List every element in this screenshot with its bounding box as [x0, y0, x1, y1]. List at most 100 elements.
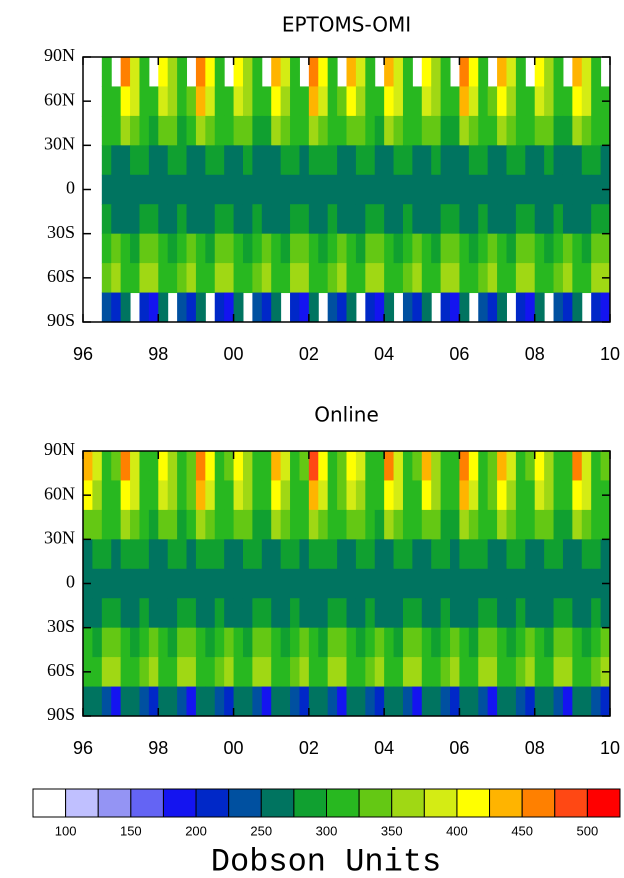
cell [402, 115, 413, 146]
cell [402, 86, 413, 117]
cell [402, 686, 413, 717]
cell [252, 86, 263, 117]
cell [468, 451, 479, 481]
cell [421, 145, 432, 176]
cell [214, 451, 225, 481]
cell [195, 263, 206, 294]
cell [506, 568, 517, 599]
cell [440, 233, 451, 264]
cell [290, 686, 300, 717]
cell [440, 539, 451, 570]
cell [242, 627, 253, 658]
cell [271, 568, 282, 599]
cell [233, 174, 244, 205]
cell [299, 686, 310, 717]
cell [261, 657, 272, 688]
cell [431, 627, 442, 658]
cell [299, 174, 310, 205]
cell [83, 686, 93, 717]
cell [271, 627, 282, 658]
cell [186, 451, 197, 481]
cell [327, 115, 338, 146]
cell [365, 627, 376, 658]
cell [158, 57, 169, 87]
cell [440, 480, 451, 511]
cell [290, 480, 300, 511]
cell [177, 263, 188, 294]
cell [412, 263, 423, 294]
cell [346, 86, 357, 117]
cell [186, 686, 197, 717]
cell [101, 657, 112, 688]
cell [600, 233, 611, 264]
cell [280, 115, 291, 146]
cell [261, 174, 272, 205]
cell [280, 57, 291, 87]
cell [327, 174, 338, 205]
cell [337, 115, 347, 146]
cell [280, 451, 291, 481]
cell [600, 686, 611, 717]
cell [393, 263, 404, 294]
cell [158, 233, 169, 264]
cell [544, 145, 555, 176]
cell [450, 174, 460, 205]
cell [562, 451, 573, 481]
cell [83, 509, 93, 540]
cell [553, 568, 564, 599]
cell [120, 57, 131, 87]
cell [431, 115, 442, 146]
cell [261, 539, 272, 570]
colorbar-label: 400 [446, 823, 468, 838]
cell [553, 539, 564, 570]
cell [195, 233, 206, 264]
cell [148, 451, 159, 481]
cell [393, 86, 404, 117]
cell [148, 568, 159, 599]
cell [374, 657, 385, 688]
cell [534, 86, 545, 117]
colorbar-label: 100 [55, 823, 77, 838]
colorbar-box [97, 788, 132, 818]
cell [506, 539, 517, 570]
cell [318, 657, 329, 688]
cell [177, 292, 188, 323]
cell [515, 233, 526, 264]
cell [421, 57, 432, 87]
cell [337, 598, 347, 629]
colorbar-title: Dobson Units [211, 843, 441, 878]
cell [167, 598, 178, 629]
cell [450, 204, 460, 235]
cell [572, 204, 583, 235]
cell [402, 657, 413, 688]
cell [158, 204, 169, 235]
cell [487, 480, 498, 511]
cell [308, 509, 319, 540]
chart-title: EPTOMS-OMI [282, 13, 411, 37]
cell [572, 263, 583, 294]
cell [130, 86, 140, 117]
cell [365, 57, 376, 87]
cell [421, 292, 432, 323]
cell [581, 686, 592, 717]
cell [384, 145, 395, 176]
cell [327, 509, 338, 540]
cell [459, 657, 470, 688]
cell [591, 451, 602, 481]
cell [148, 598, 159, 629]
cell [581, 233, 592, 264]
cell [506, 509, 517, 540]
cell [497, 145, 507, 176]
cell [525, 292, 536, 323]
cell [158, 568, 169, 599]
cell [92, 509, 103, 540]
cell [139, 204, 150, 235]
cell [139, 263, 150, 294]
cell [242, 115, 253, 146]
cell [167, 686, 178, 717]
cell [515, 145, 526, 176]
cell [205, 174, 216, 205]
cell [600, 292, 611, 323]
cell [101, 204, 112, 235]
cell [224, 627, 235, 658]
